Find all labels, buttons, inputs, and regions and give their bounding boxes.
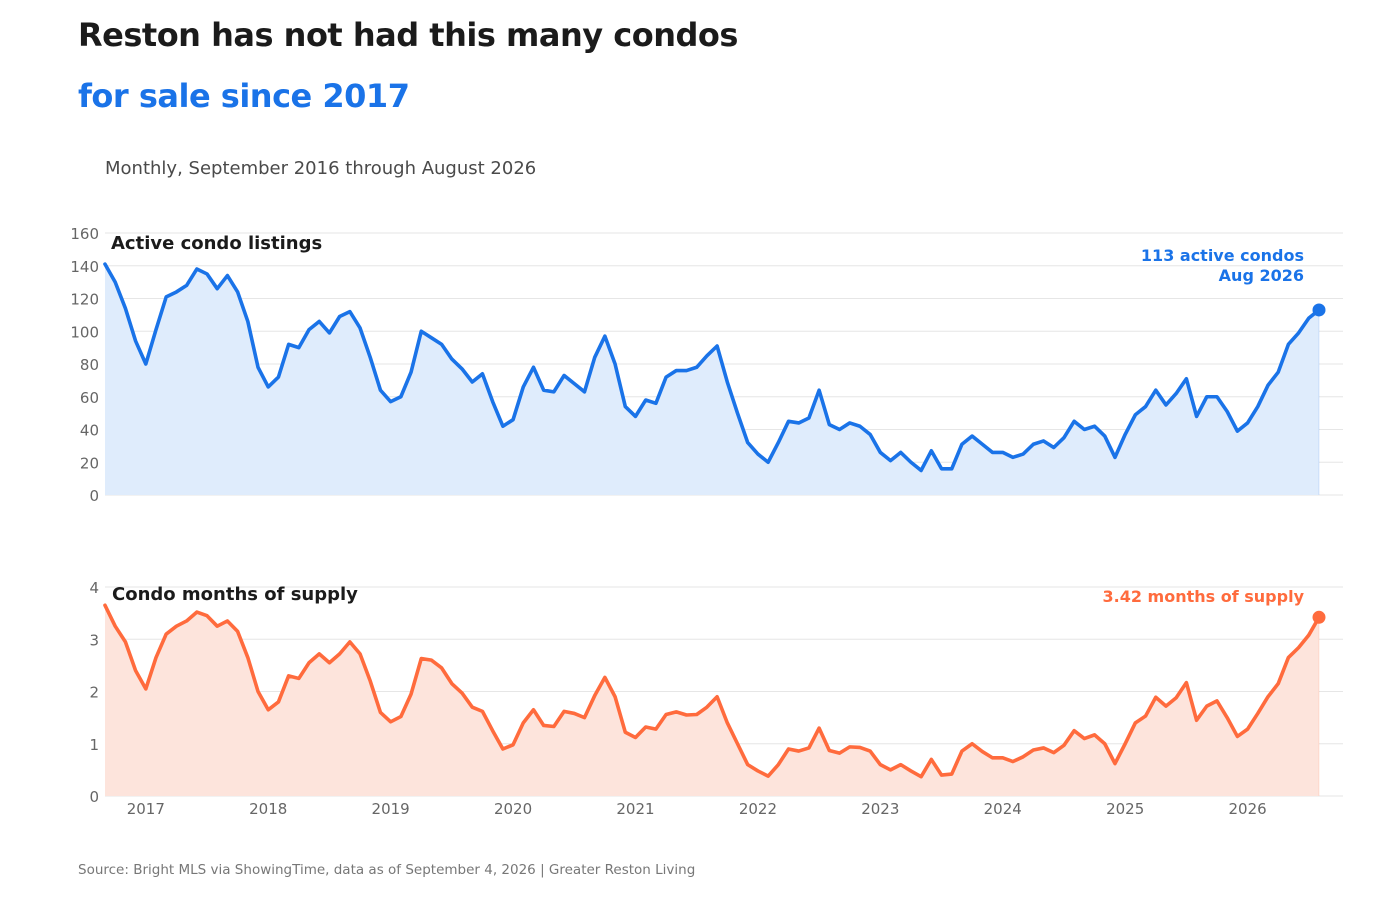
listings-y-tick-label: 60 bbox=[80, 389, 99, 407]
supply-y-tick-label: 2 bbox=[89, 684, 99, 702]
listings-y-tick-label: 0 bbox=[89, 487, 99, 505]
listings-annotation-date: Aug 2026 bbox=[1219, 266, 1304, 285]
listings-y-tick-label: 40 bbox=[80, 422, 99, 440]
listings-series-line bbox=[103, 262, 1321, 473]
chart-subtitle: Monthly, September 2016 through August 2… bbox=[105, 158, 537, 179]
listings-y-tick-label: 160 bbox=[70, 225, 99, 243]
listings-y-tick-label: 80 bbox=[80, 356, 99, 374]
listings-end-point bbox=[1312, 303, 1326, 317]
supply-y-tick-label: 0 bbox=[89, 788, 99, 806]
x-tick-label: 2021 bbox=[616, 800, 654, 818]
listings-area-fill bbox=[105, 264, 1319, 495]
x-tick-label: 2025 bbox=[1106, 800, 1144, 818]
listings-y-tick-label: 100 bbox=[70, 323, 99, 341]
supply-y-tick-label: 3 bbox=[89, 631, 99, 649]
x-tick-label: 2018 bbox=[249, 800, 287, 818]
x-tick-label: 2023 bbox=[861, 800, 899, 818]
supply-end-point bbox=[1312, 610, 1326, 624]
x-tick-label: 2022 bbox=[739, 800, 777, 818]
chart-title-line2: for sale since 2017 bbox=[78, 77, 410, 115]
x-tick-label: 2026 bbox=[1228, 800, 1266, 818]
supply-series-line bbox=[103, 603, 1321, 779]
x-tick-label: 2020 bbox=[494, 800, 532, 818]
listings-annotation-value: 113 active condos bbox=[1141, 246, 1304, 265]
supply-panel-title: Condo months of supply bbox=[112, 584, 358, 605]
supply-y-tick-label: 1 bbox=[89, 736, 99, 754]
listings-y-tick-label: 140 bbox=[70, 258, 99, 276]
listings-y-tick-label: 20 bbox=[80, 454, 99, 472]
source-note: Source: Bright MLS via ShowingTime, data… bbox=[78, 862, 696, 878]
chart-title: Reston has not had this many condos bbox=[78, 16, 738, 54]
listings-panel-title: Active condo listings bbox=[111, 233, 322, 254]
listings-y-tick-label: 120 bbox=[70, 291, 99, 309]
x-tick-label: 2017 bbox=[127, 800, 165, 818]
supply-y-tick-label: 4 bbox=[89, 579, 99, 597]
supply-annotation-value: 3.42 months of supply bbox=[1103, 587, 1305, 606]
x-tick-label: 2024 bbox=[984, 800, 1022, 818]
x-tick-label: 2019 bbox=[372, 800, 410, 818]
supply-area-fill bbox=[105, 605, 1319, 796]
